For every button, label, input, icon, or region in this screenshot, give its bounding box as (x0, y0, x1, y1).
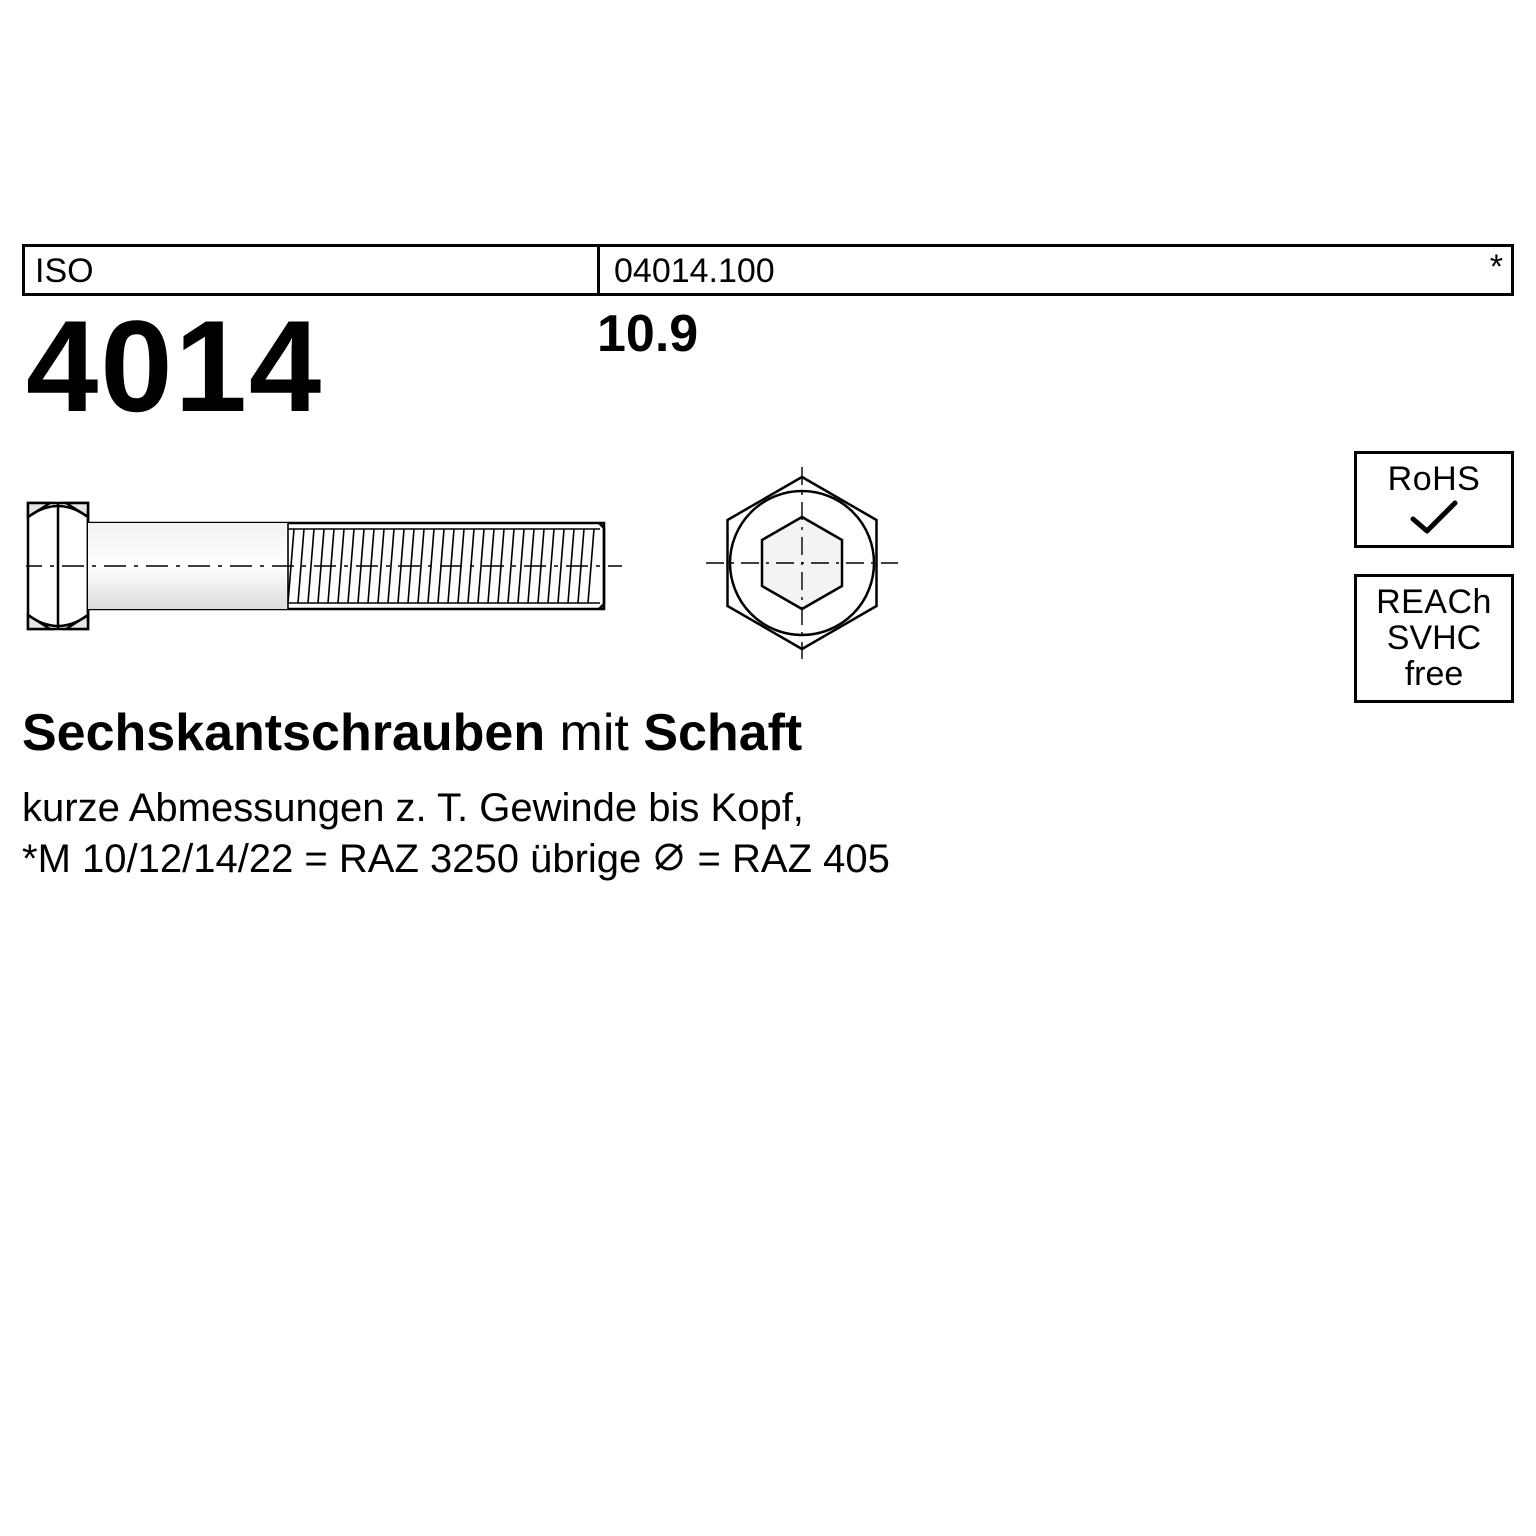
reach-badge: REACh SVHC free (1354, 574, 1514, 703)
reach-line3: free (1363, 657, 1505, 693)
header-row: ISO 04014.100 * (22, 244, 1514, 296)
title-row: 4014 10.9 (22, 296, 1514, 435)
desc-line2-b: = RAZ 405 (686, 837, 889, 881)
title-part-a: Sechskantschrauben (22, 704, 545, 762)
description-block: Sechskantschrauben mit Schaft kurze Abme… (22, 703, 1514, 887)
datasheet-page: ISO 04014.100 * 4014 10.9 (0, 0, 1536, 1536)
header-std-prefix: ISO (25, 247, 600, 293)
property-class: 10.9 (597, 296, 1514, 435)
content-area: ISO 04014.100 * 4014 10.9 (22, 244, 1514, 887)
drawing-area: RoHS REACh SVHC free (22, 463, 1514, 663)
diameter-icon (652, 836, 686, 887)
description-title: Sechskantschrauben mit Schaft (22, 703, 1514, 763)
compliance-badges: RoHS REACh SVHC free (1324, 451, 1514, 730)
standard-number: 4014 (22, 296, 597, 435)
description-line-1: kurze Abmessungen z. T. Gewinde bis Kopf… (22, 783, 1514, 834)
check-icon (1409, 499, 1459, 537)
title-part-c: Schaft (643, 704, 802, 762)
hex-front-drawing (702, 463, 902, 663)
desc-line2-a: *M 10/12/14/22 = RAZ 3250 übrige (22, 837, 652, 881)
description-line-2: *M 10/12/14/22 = RAZ 3250 übrige = RAZ 4… (22, 834, 1514, 887)
header-star: * (1490, 245, 1503, 289)
reach-line1: REACh (1363, 585, 1505, 621)
rohs-label: RoHS (1363, 462, 1505, 498)
title-part-b: mit (545, 704, 643, 762)
header-code-cell: 04014.100 * (600, 247, 1511, 293)
bolt-side-drawing (26, 481, 626, 651)
rohs-badge: RoHS (1354, 451, 1514, 549)
header-code: 04014.100 (614, 252, 775, 290)
reach-line2: SVHC (1363, 621, 1505, 657)
